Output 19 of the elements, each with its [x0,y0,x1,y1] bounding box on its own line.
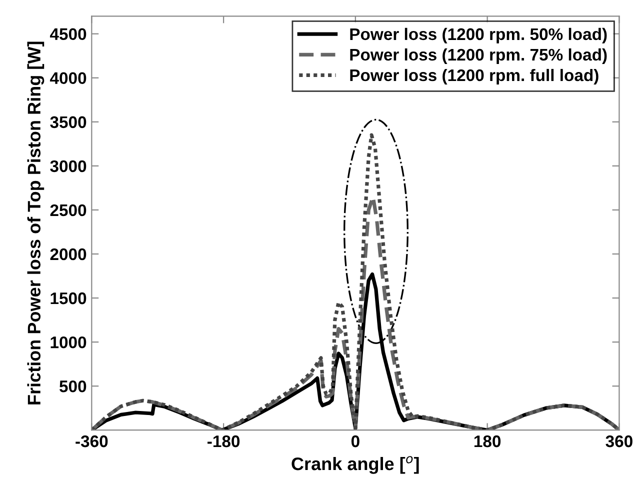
x-tick-label: 360 [606,435,632,448]
y-tick-label: 4500 [50,28,86,40]
y-tick-label: 3000 [50,160,86,172]
x-tick-label: 180 [474,435,501,448]
y-tick-label: 2500 [50,204,86,216]
y-tick-label: 1500 [50,292,86,304]
x-tick-label: -180 [208,435,240,448]
legend-label: Power loss (1200 rpm. full load) [350,68,598,84]
y-tick-label: 500 [60,380,86,392]
x-axis-title: Crank angle [$^{o}$] [292,456,419,474]
y-tick-label: 1000 [50,336,86,348]
y-tick-label: 4000 [50,72,86,84]
legend-label: Power loss (1200 rpm. 75% load) [350,48,607,64]
y-axis-title: Friction Power loss of Top Piston Ring [W] [27,42,44,404]
y-tick-label: 2000 [50,248,86,260]
x-tick-label: 0 [351,435,360,448]
y-tick-label: 3500 [50,116,86,128]
legend-label: Power loss (1200 rpm. 50% load) [350,28,607,44]
x-tick-label: -360 [76,435,108,448]
